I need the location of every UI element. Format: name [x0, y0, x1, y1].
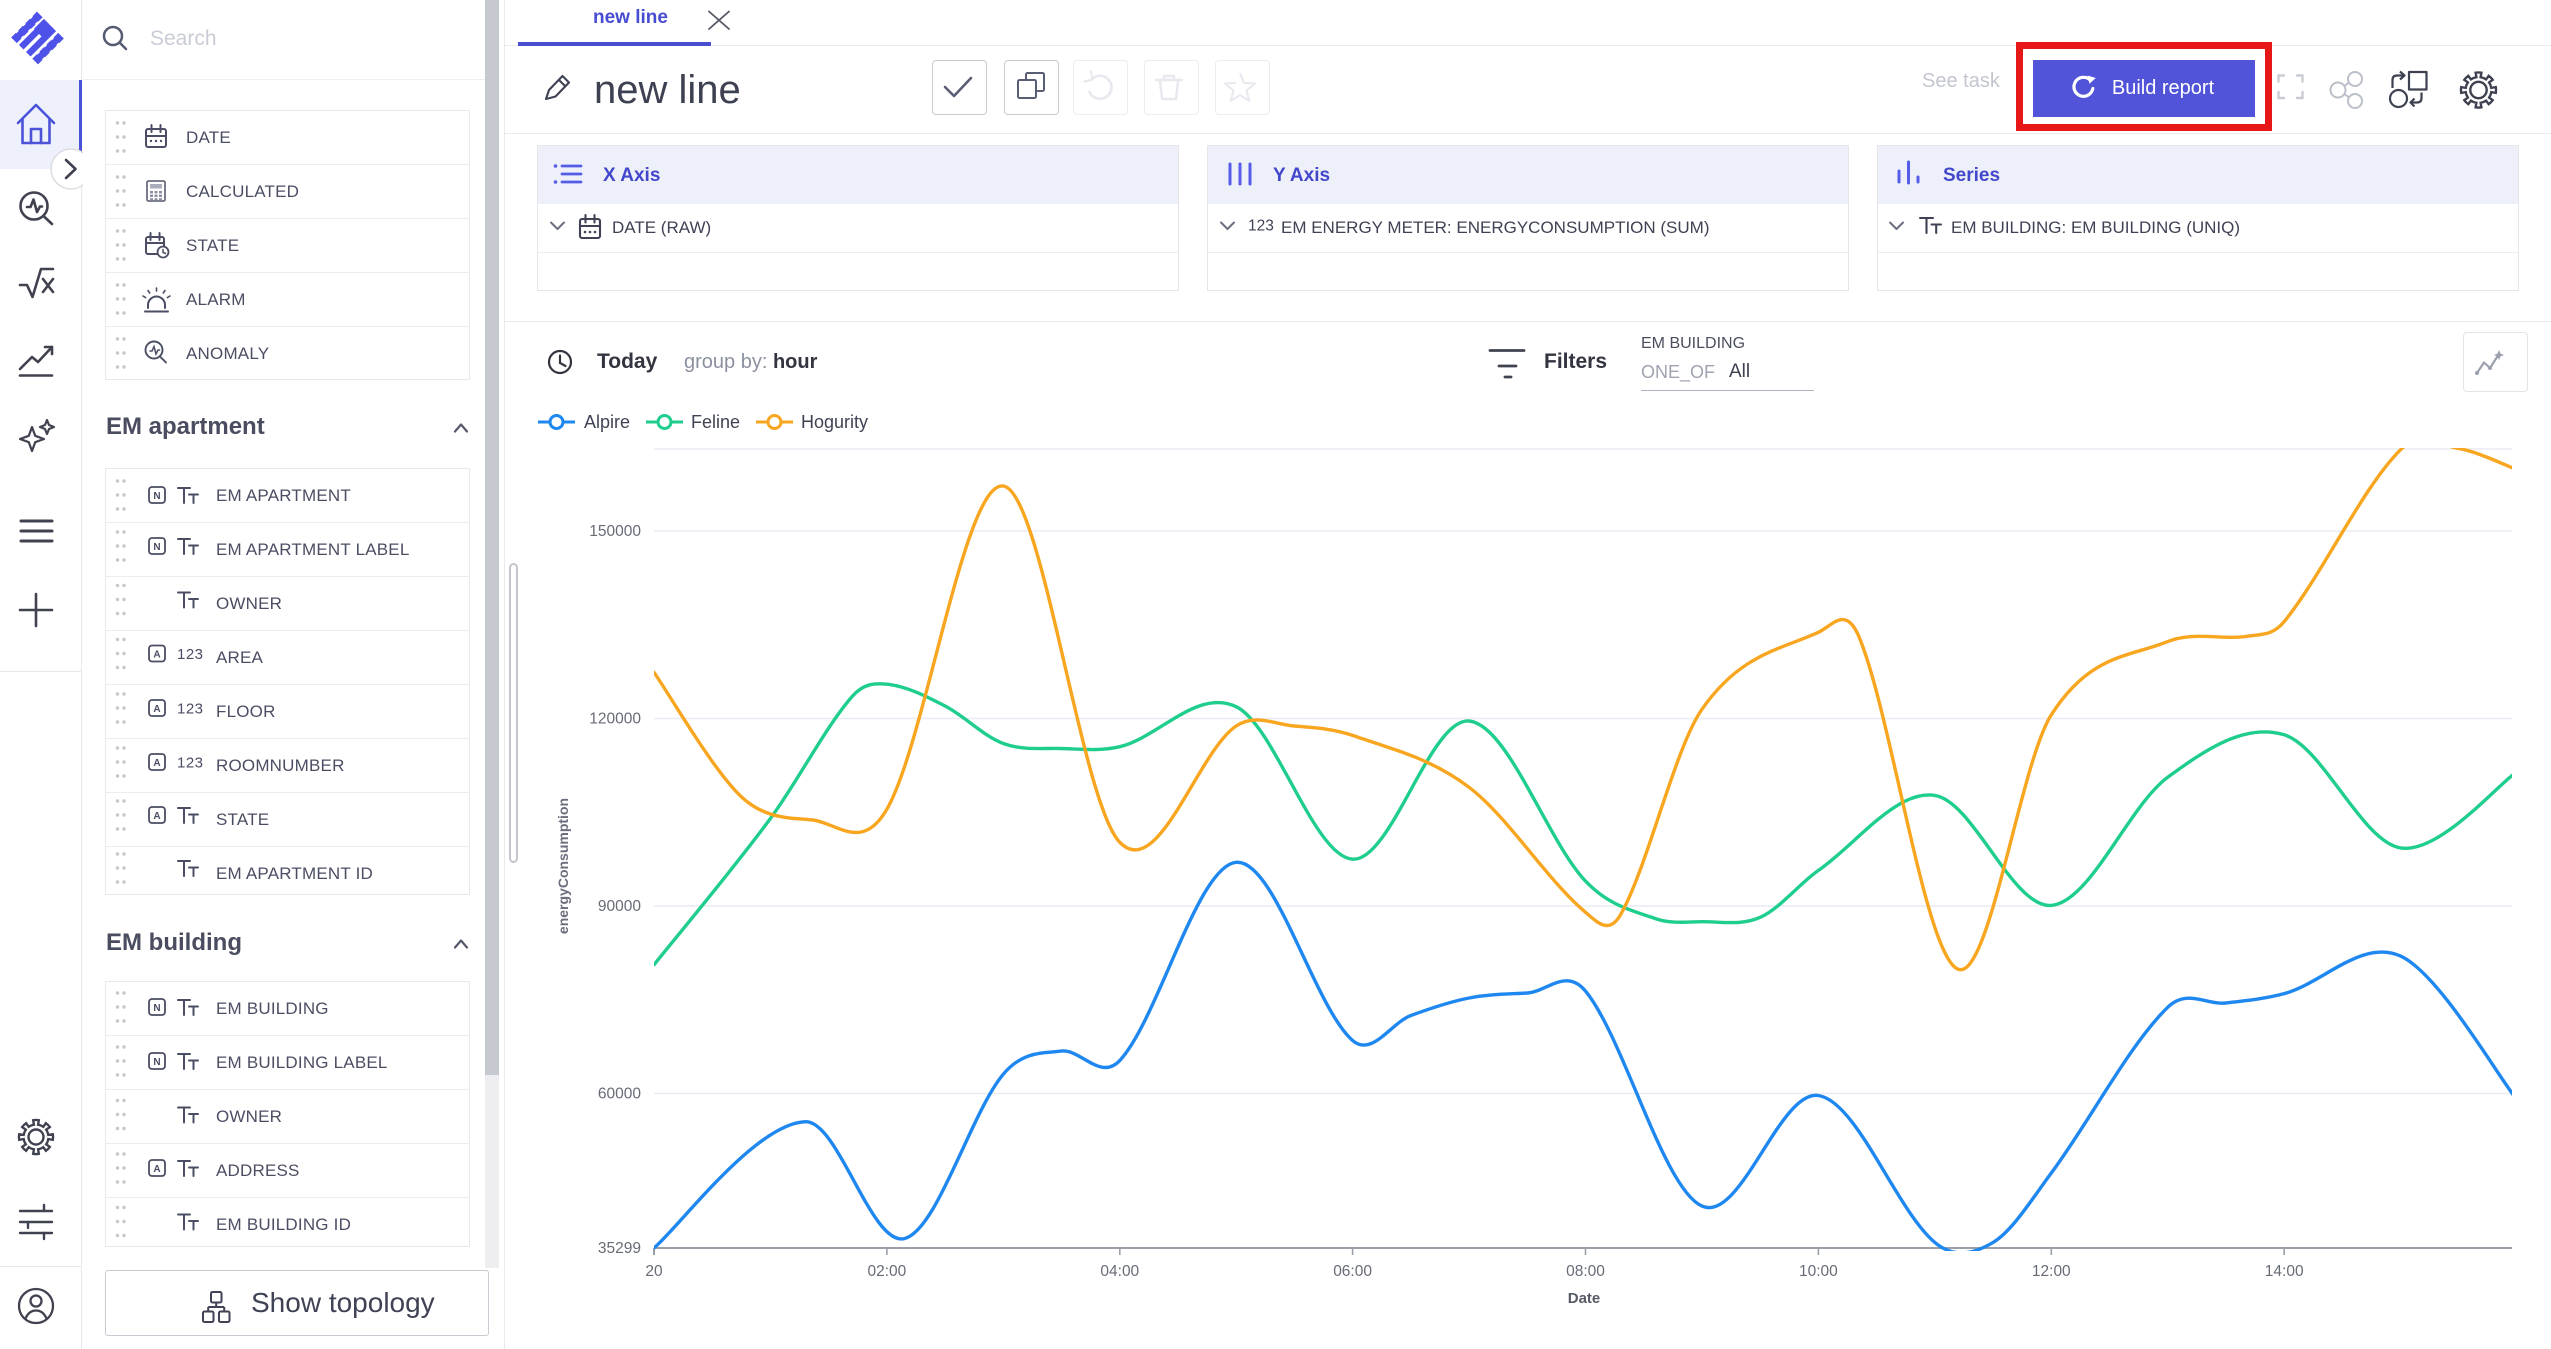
svg-text:150000: 150000	[589, 523, 641, 540]
svg-text:20: 20	[645, 1263, 663, 1280]
svg-text:60000: 60000	[598, 1086, 641, 1103]
svg-text:120000: 120000	[589, 711, 641, 728]
svg-text:04:00: 04:00	[1100, 1263, 1139, 1280]
svg-text:energyConsumption: energyConsumption	[555, 798, 571, 934]
svg-text:12:00: 12:00	[2032, 1263, 2071, 1280]
svg-text:90000: 90000	[598, 898, 641, 915]
svg-text:10:00: 10:00	[1799, 1263, 1838, 1280]
svg-text:06:00: 06:00	[1333, 1263, 1372, 1280]
svg-text:08:00: 08:00	[1566, 1263, 1605, 1280]
svg-text:Date: Date	[1568, 1290, 1601, 1307]
svg-text:35299: 35299	[598, 1240, 641, 1257]
svg-text:14:00: 14:00	[2265, 1263, 2304, 1280]
svg-text:02:00: 02:00	[868, 1263, 907, 1280]
